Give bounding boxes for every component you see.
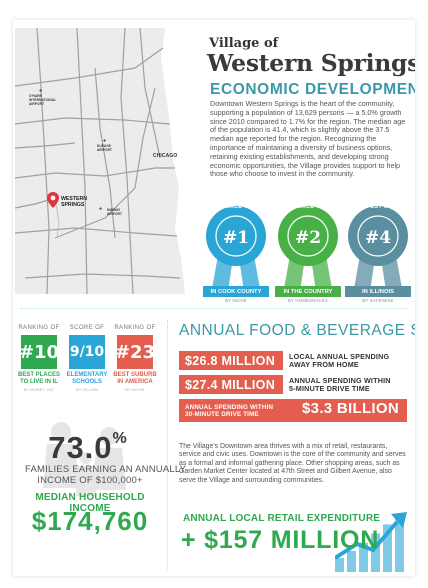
dupage-airport-icon: ✈ xyxy=(103,138,107,143)
chicago-label: CHICAGO xyxy=(153,153,178,159)
percent-sign: % xyxy=(112,430,128,447)
bar-group xyxy=(335,514,404,572)
midway-airport-icon: ✈ xyxy=(99,206,103,211)
fb-row-1: $26.8 MILLION xyxy=(179,351,283,370)
ohare-airport-icon: ✈ xyxy=(39,88,43,93)
ribbon-band-text: IN COOK COUNTY xyxy=(210,289,262,295)
rank-source: BY ZILLOW xyxy=(76,388,98,392)
ribbon-badge-icon xyxy=(275,206,341,298)
growth-bar xyxy=(371,533,380,572)
ribbon-cook-county: BEST PLACE TO LIVE #1 IN COOK COUNTY BY … xyxy=(203,202,269,306)
growth-bar xyxy=(359,542,368,572)
ribbon-arc-text: SAFEST CITY xyxy=(358,204,398,210)
ribbon-badge-icon xyxy=(203,206,269,298)
rank-heading: SCORE OF xyxy=(69,325,105,331)
income-label: MEDIAN HOUSEHOLD INCOME xyxy=(35,492,145,514)
fb-row-3-value: $3.3 BILLION xyxy=(302,400,399,417)
growth-bars-chart xyxy=(335,512,407,572)
rank-heading: RANKING OF xyxy=(114,325,156,331)
page-title: Western Springs xyxy=(207,49,415,77)
midway-label: MIDWAY AIRPORT xyxy=(107,208,123,216)
growth-bar xyxy=(347,551,356,572)
title-small: Village of xyxy=(209,36,279,51)
food-beverage-title: ANNUAL FOOD & BEVERAGE SALES xyxy=(179,322,415,339)
ribbon-band-text: IN ILLINOIS xyxy=(362,289,394,295)
ribbon-arc-text: BEST PLACE TO LIVE xyxy=(276,204,340,210)
fb-row-2-desc: ANNUAL SPENDING WITHIN 5-MINUTE DRIVE TI… xyxy=(289,376,391,393)
rank-best-suburb: RANKING OF #23 BEST SUBURB IN AMERICA BY… xyxy=(113,325,157,392)
ribbon-illinois: SAFEST CITY #4 IN ILLINOIS BY SAFEWISE xyxy=(345,202,411,306)
ribbon-band-text: IN THE COUNTRY xyxy=(283,289,333,295)
intro-paragraph: Downtown Western Springs is the heart of… xyxy=(210,99,406,179)
rank-value-tile: #10 xyxy=(19,335,59,369)
section-divider xyxy=(21,308,407,309)
ribbon-number: #4 xyxy=(364,228,392,248)
rank-label: BEST PLACES TO LIVE IN IL xyxy=(17,372,60,385)
ribbon-arc-text: BEST PLACE TO LIVE xyxy=(204,204,268,210)
income-value: $174,760 xyxy=(31,506,149,536)
retail-value: + $157 MILLION xyxy=(181,526,380,554)
families-percent-value: 73.0 xyxy=(48,430,113,465)
fb-row-1-desc: LOCAL ANNUAL SPENDING AWAY FROM HOME xyxy=(289,352,390,369)
map-graphic xyxy=(15,28,199,294)
fb-row-3-label: ANNUAL SPENDING WITHIN 30-MINUTE DRIVE T… xyxy=(185,403,274,418)
fb-row-1-value: $26.8 MILLION xyxy=(185,353,276,368)
growth-bar xyxy=(335,558,344,572)
retail-label: ANNUAL LOCAL RETAIL EXPENDITURE xyxy=(183,513,381,524)
location-pin-icon xyxy=(47,192,59,208)
rank-value-tile: #23 xyxy=(115,335,155,369)
subtitle: ECONOMIC DEVELOPMENT xyxy=(210,81,415,98)
families-caption: FAMILIES EARNING AN ANNUALLY INCOME OF $… xyxy=(25,464,187,486)
growth-bar xyxy=(395,514,404,572)
rank-label: ELEMENTARY SCHOOLS xyxy=(66,372,108,385)
ribbon-source: BY HOMESNACKS xyxy=(287,298,328,303)
arrow-head-icon xyxy=(391,512,407,528)
ribbon-badge-icon xyxy=(345,206,411,298)
column-divider xyxy=(167,320,168,570)
fb-row-3: ANNUAL SPENDING WITHIN 30-MINUTE DRIVE T… xyxy=(179,399,407,422)
downtown-paragraph: The Village's Downtown area thrives with… xyxy=(179,443,406,484)
rank-source: BY MONEY, INC xyxy=(23,388,55,392)
ribbon-source: BY NICHE xyxy=(225,298,247,303)
fb-row-2: $27.4 MILLION xyxy=(179,375,283,394)
rank-source: BY NICHE xyxy=(125,388,145,392)
fb-row-2-value: $27.4 MILLION xyxy=(185,377,276,392)
infographic-sheet: ✈ O'HARE INTERNATIONAL AIRPORT ✈ DUPAGE … xyxy=(13,20,415,576)
growth-arrow-icon xyxy=(335,520,399,560)
western-springs-label: WESTERN SPRINGS xyxy=(61,196,87,208)
rank-label: BEST SUBURB IN AMERICA xyxy=(113,372,157,385)
dupage-label: DUPAGE AIRPORT xyxy=(97,144,113,152)
ribbon-number: #1 xyxy=(222,228,250,248)
family-silhouette-icon xyxy=(43,422,126,496)
ribbon-source: BY SAFEWISE xyxy=(362,298,394,303)
growth-bar xyxy=(383,524,392,572)
ribbon-country: BEST PLACE TO LIVE #2 IN THE COUNTRY BY … xyxy=(275,202,341,306)
rank-value-tile: 9/10 xyxy=(69,335,105,369)
rank-heading: RANKING OF xyxy=(18,325,60,331)
rank-best-places-il: RANKING OF #10 BEST PLACES TO LIVE IN IL… xyxy=(17,325,61,392)
families-percent: 73.0% xyxy=(13,430,163,466)
ribbon-number: #2 xyxy=(294,228,322,248)
region-map: ✈ O'HARE INTERNATIONAL AIRPORT ✈ DUPAGE … xyxy=(15,28,199,294)
rank-elementary-schools: SCORE OF 9/10 ELEMENTARY SCHOOLS BY ZILL… xyxy=(65,325,109,392)
ohare-label: O'HARE INTERNATIONAL AIRPORT xyxy=(29,94,57,106)
